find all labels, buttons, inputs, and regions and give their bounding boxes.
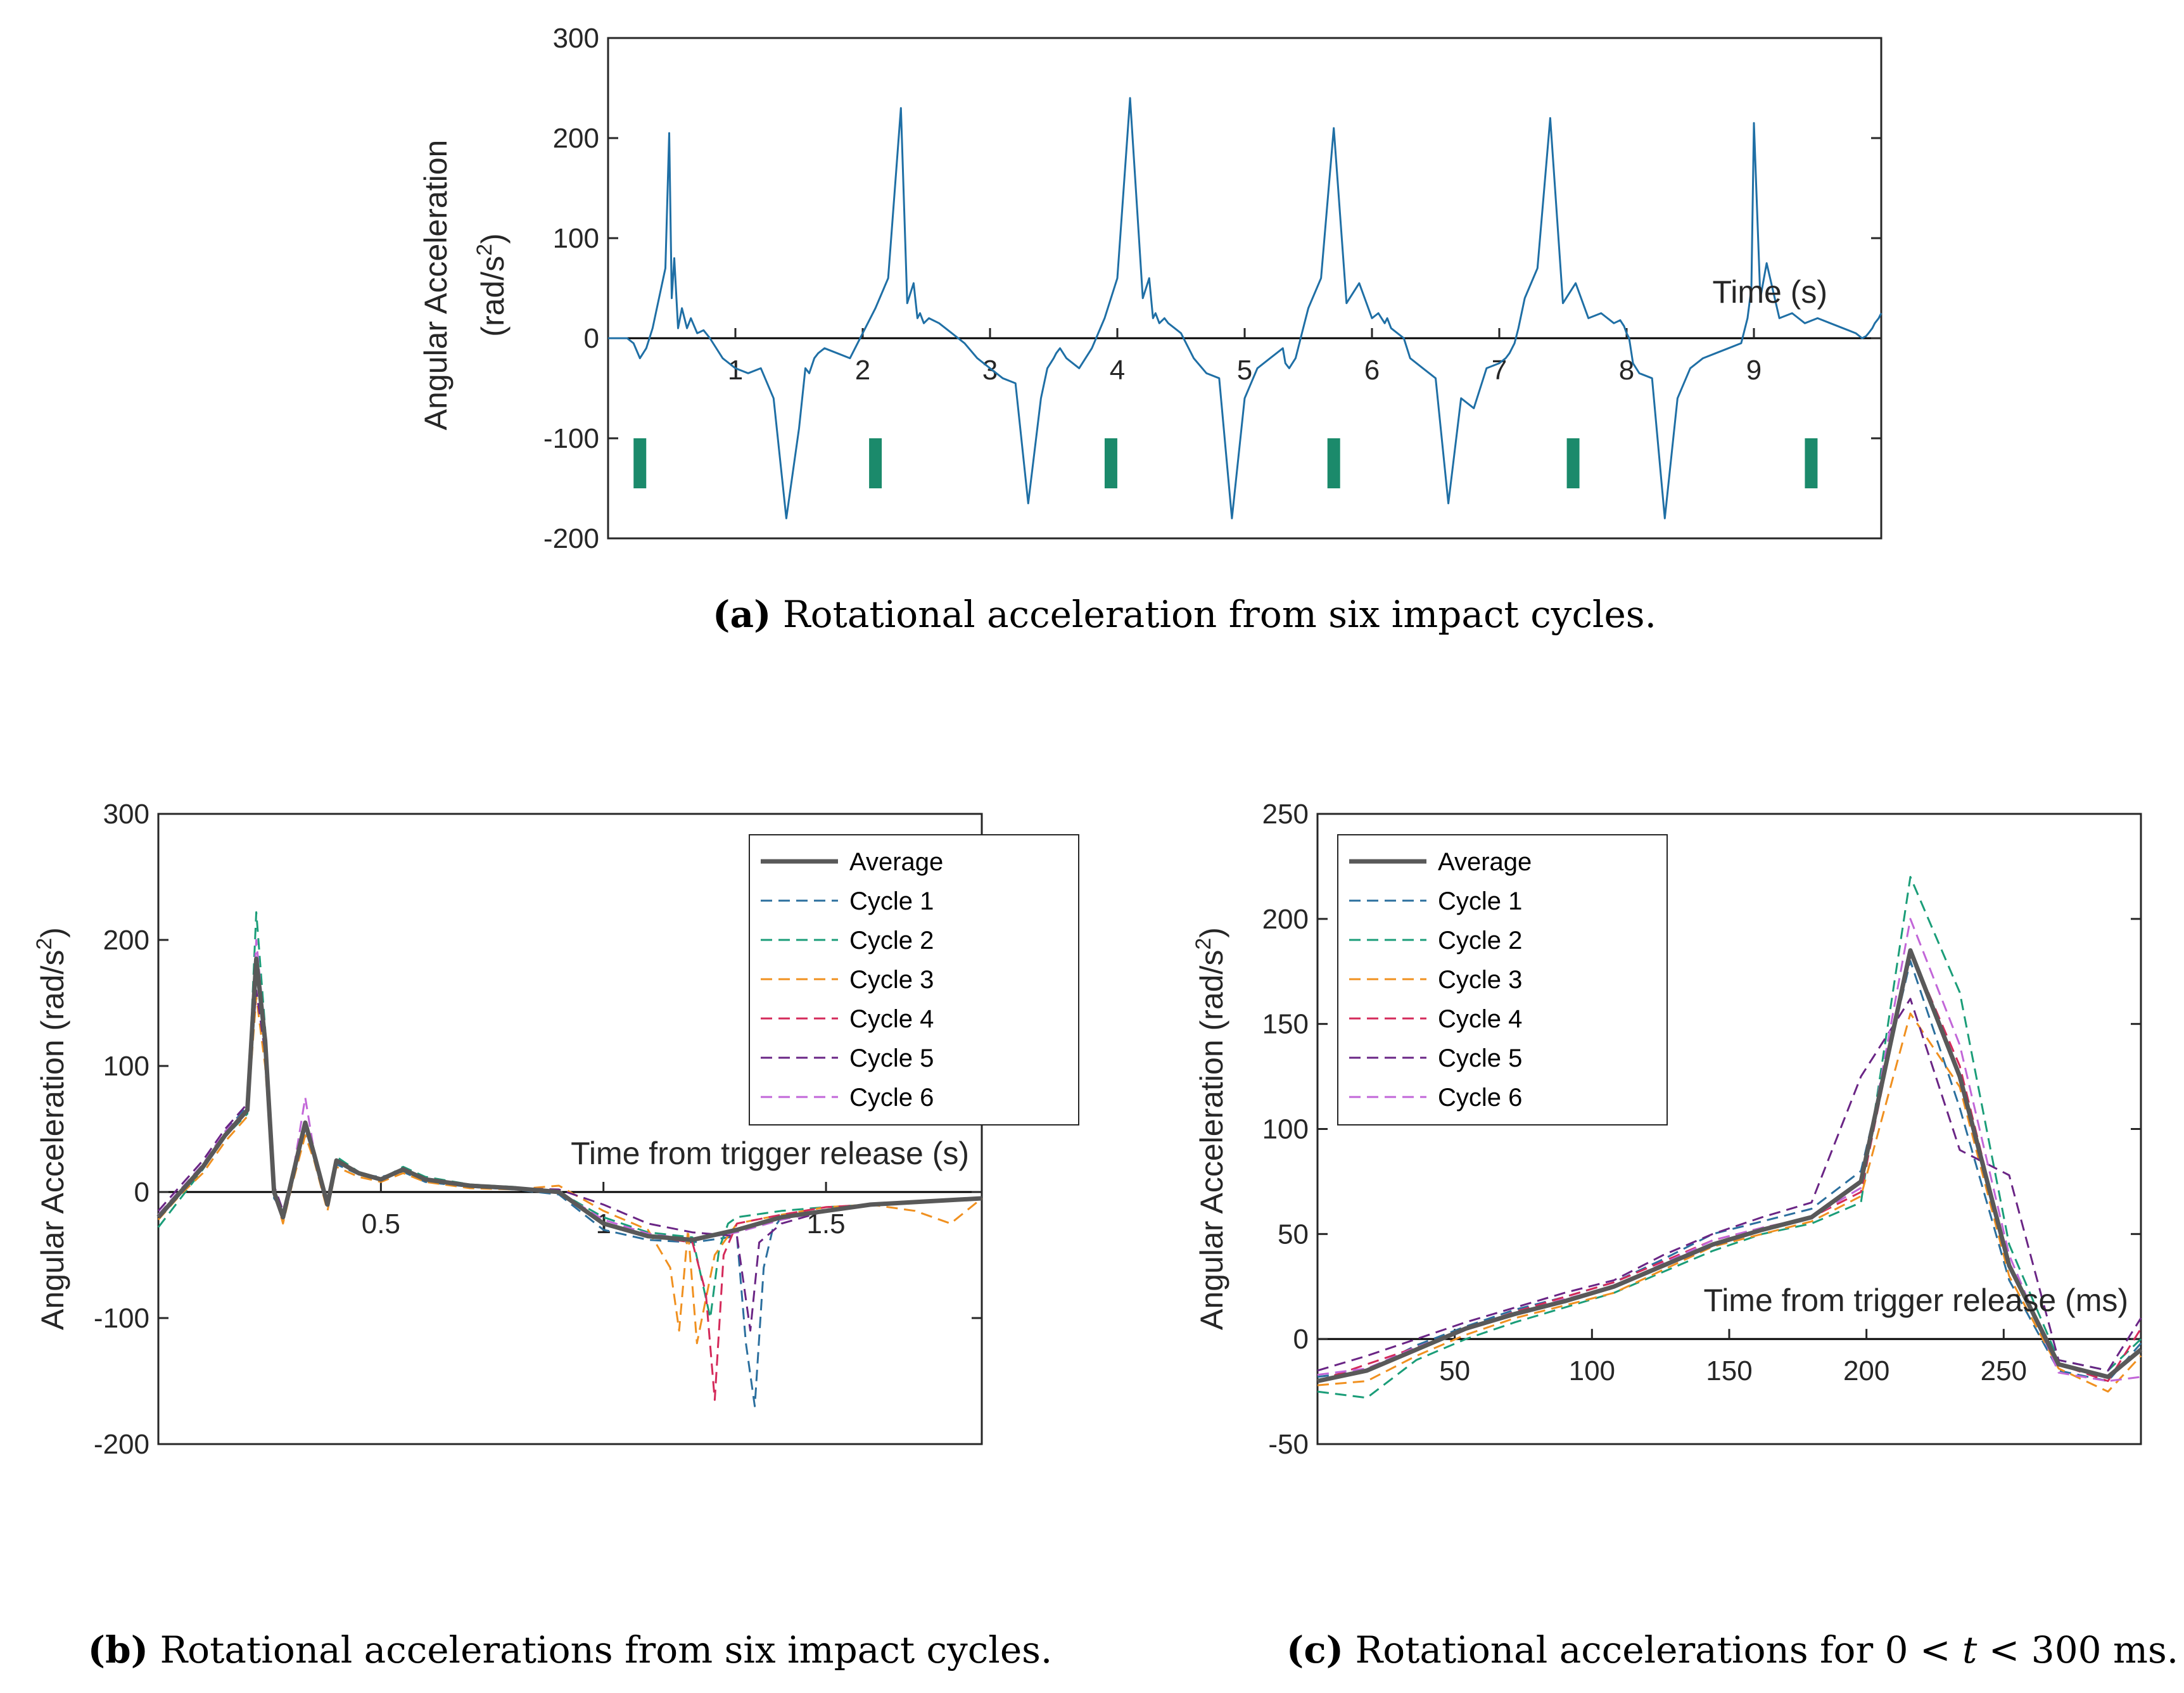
panel-c-y-tick-label: 150 (1262, 1009, 1309, 1040)
caption-c: (c) Rotational accelerations for 0 < t <… (1286, 1628, 2178, 1671)
panel-b-legend-label: Cycle 1 (849, 887, 934, 915)
panel-a-y-axis-label-line1: Angular Acceleration (418, 140, 454, 431)
panel-c-y-tick-label: -50 (1268, 1429, 1309, 1460)
panel-c-legend-label: Cycle 2 (1438, 927, 1522, 954)
panel-a-y-tick-label: 200 (553, 123, 599, 154)
panel-a-plot-frame (607, 37, 1882, 540)
panel-a-x-axis-label: Time (s) (1713, 274, 1827, 310)
panel-c-series-cycle1 (1317, 960, 2142, 1382)
panel-b-legend-label: Cycle 5 (849, 1044, 934, 1072)
panel-c-series-cycle2 (1317, 876, 2142, 1399)
panel-a-x-tick-label: 6 (1364, 355, 1380, 386)
panel-b-legend-label: Average (849, 848, 943, 876)
panel-b-legend-label: Cycle 4 (849, 1005, 934, 1033)
panel-a-x-tick-label: 2 (855, 355, 870, 386)
caption-b: (b) Rotational accelerations from six im… (88, 1628, 1053, 1671)
panel-c-x-tick-label: 150 (1706, 1355, 1752, 1386)
panel-a-trigger-marker (1566, 438, 1580, 488)
panel-c-legend-label: Cycle 3 (1438, 966, 1522, 994)
panel-c-y-axis-label: Angular Acceleration (rad/s2) (1191, 927, 1229, 1330)
panel-c-series-cycle3 (1317, 1012, 2142, 1393)
panel-c-legend-label: Cycle 4 (1438, 1005, 1522, 1033)
panel-b-y-tick-label: -200 (94, 1429, 149, 1460)
panel-c-x-tick-label: 100 (1569, 1355, 1615, 1386)
panel-a-trigger-marker (1104, 438, 1117, 488)
panel-c-y-tick-label: 50 (1278, 1219, 1309, 1250)
panel-a-y-tick-label: 100 (553, 223, 599, 254)
panel-c-x-axis-label: Time from trigger release (ms) (1704, 1283, 2128, 1318)
panel-a-trigger-marker (869, 438, 882, 488)
caption-a: (a) Rotational acceleration from six imp… (713, 593, 1656, 636)
panel-a-y-axis-label-line2: (rad/s2) (473, 233, 511, 336)
panel-b-y-tick-label: 200 (103, 925, 149, 956)
panel-c-y-tick-label: 250 (1262, 799, 1309, 830)
panel-a-trigger-marker (1327, 438, 1340, 488)
panel-b-x-axis-label: Time from trigger release (s) (571, 1136, 969, 1171)
panel-c-legend-label: Average (1438, 848, 1532, 876)
panel-c-x-tick-label: 50 (1439, 1355, 1470, 1386)
panel-b-y-tick-label: -100 (94, 1303, 149, 1334)
panel-a-x-tick-label: 3 (982, 355, 998, 386)
panel-a-x-tick-label: 5 (1237, 355, 1252, 386)
panel-c-series-average (1317, 948, 2143, 1383)
panel-c-legend-label: Cycle 5 (1438, 1044, 1522, 1072)
panel-c-y-tick-label: 200 (1262, 904, 1309, 935)
panel-a-x-tick-label: 9 (1746, 355, 1762, 386)
panel-a-trigger-marker (633, 438, 647, 488)
panel-b-series-cycle2 (157, 911, 982, 1319)
panel-a-trigger-marker (1805, 438, 1818, 488)
panel-b-plot-frame (157, 813, 983, 1445)
panel-b-y-tick-label: 300 (103, 799, 149, 830)
panel-c-legend-label: Cycle 1 (1438, 887, 1522, 915)
panel-a-y-tick-label: -200 (543, 523, 599, 554)
panel-a-y-tick-label: 300 (553, 23, 599, 54)
panel-b-series-cycle5 (157, 989, 982, 1332)
panel-a-trace (608, 97, 1882, 519)
panel-c-y-tick-label: 100 (1262, 1114, 1309, 1145)
panel-c-series-cycle5 (1317, 998, 2142, 1372)
panel-b-y-axis-label: Angular Acceleration (rad/s2) (32, 927, 70, 1330)
panel-c-x-tick-label: 250 (1981, 1355, 2027, 1386)
panel-b-legend-label: Cycle 2 (849, 927, 934, 954)
panel-c-chart: 50 100 150 200 250 -50 0 50 100 150 200 250 Average C… (1191, 799, 2143, 1460)
panel-c-legend-label: Cycle 6 (1438, 1084, 1522, 1112)
panel-b-series-average (156, 956, 982, 1243)
panel-a-x-tick-label: 4 (1110, 355, 1125, 386)
panel-b-legend-label: Cycle 3 (849, 966, 934, 994)
panel-b-y-tick-label: 0 (134, 1177, 149, 1208)
panel-c-y-tick-label: 0 (1293, 1324, 1309, 1355)
panel-b-legend-label: Cycle 6 (849, 1084, 934, 1112)
panel-c-x-tick-label: 200 (1843, 1355, 1889, 1386)
panel-a-y-tick-label: -100 (543, 423, 599, 454)
panel-a-y-tick-label: 0 (584, 323, 599, 354)
panel-b-x-tick-label: 0.5 (362, 1208, 400, 1240)
panel-b-y-tick-label: 100 (103, 1051, 149, 1082)
